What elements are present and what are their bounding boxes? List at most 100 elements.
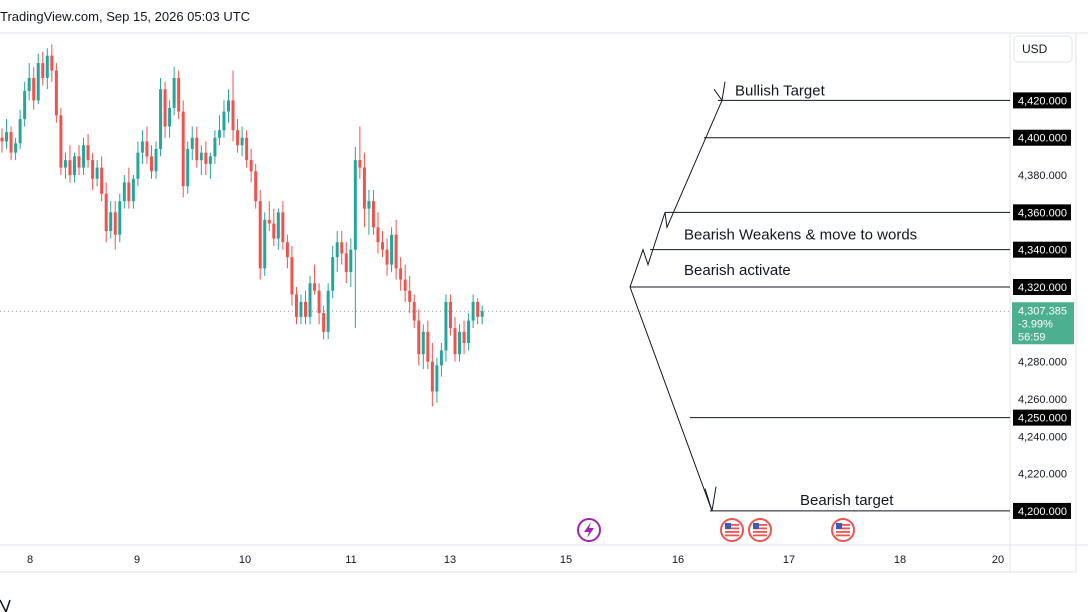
candle (467, 313, 471, 351)
chart-header-watermark: TradingView.com, Sep 15, 2026 05:03 UTC (0, 9, 250, 24)
candle (82, 137, 86, 176)
candle-body (113, 212, 117, 235)
candle-body (394, 234, 398, 269)
candle-body (258, 201, 262, 269)
lightning-icon (584, 522, 594, 538)
time-axis[interactable]: 8 9 10 11 13 15 16 17 18 20 (27, 554, 1004, 566)
candle (181, 100, 185, 198)
candle (145, 126, 149, 164)
candle-body (267, 219, 271, 224)
candle-body (95, 167, 99, 179)
event-marker-us-3[interactable] (831, 518, 855, 542)
candle-body (426, 331, 430, 362)
flag-stripe (725, 534, 739, 537)
candle-body (385, 249, 389, 265)
levels-layer: Bullish Target Bearish Weakens & move to … (630, 82, 1010, 512)
candle (381, 231, 385, 258)
price-tick-label: 4,200.000 (1018, 506, 1067, 518)
candle (23, 81, 27, 127)
level-label: Bearish target (800, 492, 894, 509)
candle (249, 148, 253, 183)
currency-button[interactable]: USD (1013, 35, 1073, 63)
flag-ring (831, 518, 855, 542)
event-marker-us-2[interactable] (748, 518, 772, 542)
candle (304, 290, 308, 325)
candle-body (199, 152, 203, 161)
candle-body (122, 182, 126, 202)
candle-body (217, 130, 221, 138)
candle (18, 109, 22, 149)
candle (353, 147, 357, 329)
candle-body (480, 311, 484, 317)
candle (154, 141, 158, 179)
candle-body (403, 279, 407, 291)
bearish-path (629, 286, 713, 512)
candle (36, 53, 40, 105)
candle-body (227, 100, 230, 112)
candle (127, 167, 131, 209)
candle-body (204, 152, 208, 164)
candle-body (14, 143, 18, 153)
candle (172, 66, 176, 116)
event-marker-us-1[interactable] (720, 518, 744, 542)
candle (72, 152, 76, 183)
candle-body (236, 130, 240, 146)
candle-body (371, 201, 375, 228)
us-flag-icon (831, 518, 855, 542)
price-tick-label: 4,380.000 (1018, 170, 1067, 182)
price-badge (1013, 241, 1071, 258)
candle-body (186, 148, 190, 187)
candle (104, 182, 108, 243)
candle (118, 193, 122, 243)
candle-body (412, 301, 416, 321)
candle (59, 107, 63, 176)
candle-body (149, 156, 153, 172)
candle-body (353, 160, 357, 250)
candle-body (181, 111, 185, 187)
flag-ring (720, 518, 744, 542)
price-axis[interactable]: 4,420.000 4,400.000 4,380.000 4,360.000 4,34… (1013, 92, 1071, 519)
candle-body (27, 78, 31, 92)
candles-layer (0, 44, 484, 407)
candle (131, 175, 135, 209)
candle (394, 219, 398, 280)
candle (294, 287, 298, 325)
candle (254, 163, 258, 209)
candle (163, 81, 167, 138)
candle-body (41, 63, 45, 79)
candle-body (390, 234, 394, 265)
event-marker-lightning[interactable] (577, 518, 601, 542)
bullish-path (629, 100, 723, 288)
candle (326, 283, 330, 340)
current-price-value: 4,307.385 (1018, 305, 1067, 317)
candle (204, 141, 208, 176)
candle (86, 133, 90, 168)
current-price-badge-bg (1012, 302, 1074, 345)
candle-body (281, 212, 285, 243)
current-price-change: -3.99% (1018, 318, 1053, 330)
candle (258, 189, 262, 280)
candle (313, 264, 317, 295)
candle (236, 119, 240, 153)
candle-body (59, 115, 63, 168)
candle-body (299, 301, 303, 317)
candle-body (240, 137, 244, 146)
time-tick-label: 10 (239, 554, 251, 566)
flag-stripe (836, 527, 850, 530)
candle (439, 342, 443, 377)
candle (385, 238, 389, 276)
candle-body (417, 320, 421, 355)
time-tick-label: 8 (27, 554, 33, 566)
candle-body (367, 201, 371, 209)
candle (471, 294, 475, 329)
price-tick-label: 4,250.000 (1018, 413, 1067, 425)
candle-body (86, 145, 90, 161)
candle-body (439, 350, 443, 366)
price-badge (1013, 279, 1071, 295)
candle (32, 66, 36, 110)
candle (462, 320, 466, 355)
candle-body (63, 160, 67, 168)
candle (136, 141, 140, 187)
candle-body (222, 111, 226, 131)
